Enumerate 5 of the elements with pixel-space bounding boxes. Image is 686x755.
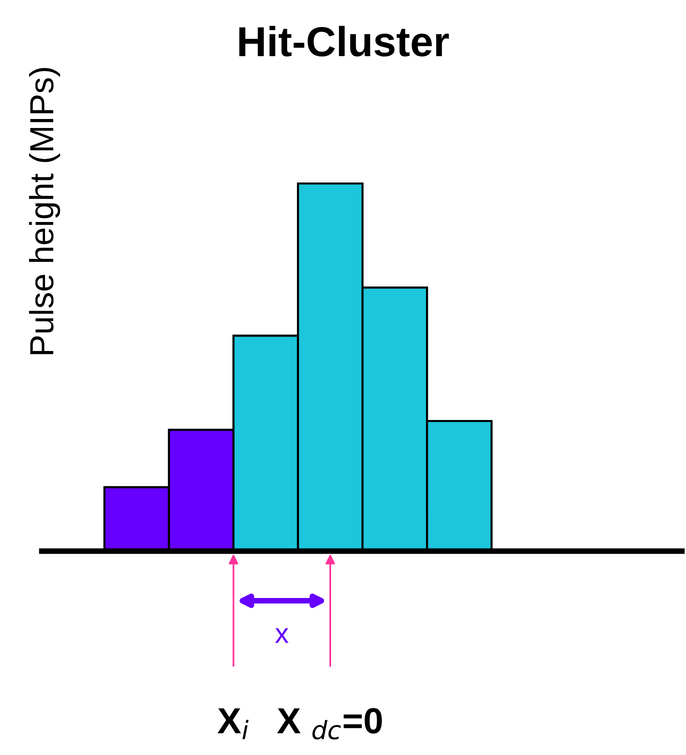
text: X$_{i}$ bbox=[218, 708, 249, 740]
chart-title: Hit-Cluster bbox=[239, 26, 449, 56]
y-axis-title: Pulse height (MIPs) bbox=[29, 68, 60, 354]
text: x bbox=[275, 628, 289, 643]
text: X $_{dc}$=0 bbox=[277, 708, 382, 740]
